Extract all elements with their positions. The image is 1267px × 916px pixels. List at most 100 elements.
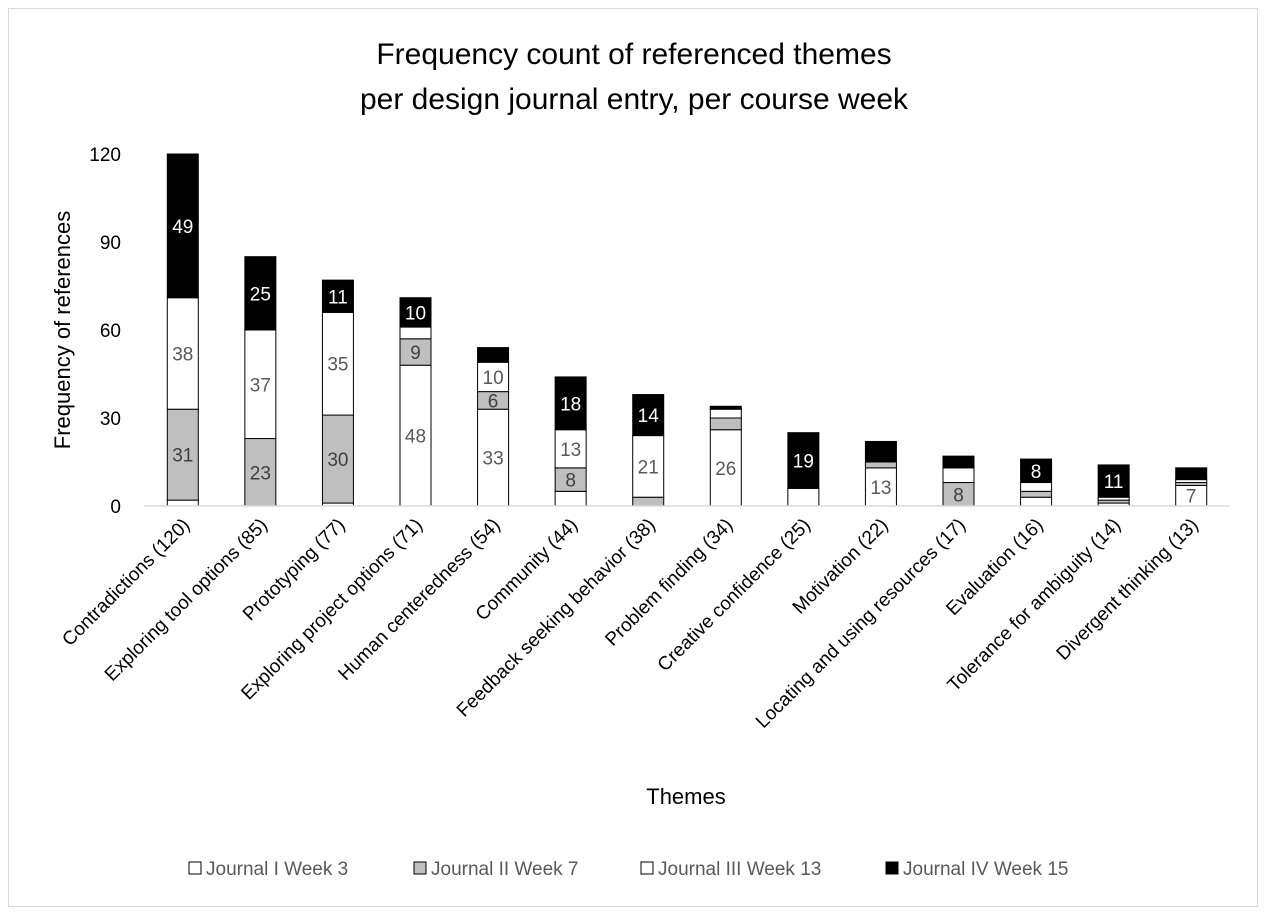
bar-stack: 19: [787, 432, 820, 507]
data-label: 49: [172, 217, 193, 238]
legend-label: Journal IV Week 15: [903, 859, 1068, 880]
data-label: 11: [328, 287, 348, 308]
y-tick-label: 30: [100, 409, 121, 430]
category-label: Contradictions (120): [58, 515, 194, 651]
bar-segment: [632, 496, 665, 507]
bar-stack: 30 35 11: [321, 279, 354, 507]
bar-segment: [709, 417, 742, 431]
legend-swatch: [413, 861, 427, 875]
data-label: 10: [483, 368, 504, 389]
data-label: 6: [488, 391, 499, 412]
y-axis-ticks: 0 30 60 90 120: [89, 145, 121, 518]
data-label: 13: [560, 440, 581, 461]
legend: Journal I Week 3 Journal II Week 7 Journal…: [188, 859, 1068, 880]
category-label: Human centeredness (54): [334, 515, 504, 685]
bar-segment: [1097, 464, 1130, 498]
bar-segment: [477, 361, 510, 393]
bar-stack: 23 37 25: [244, 256, 277, 507]
bar-segment: [554, 376, 587, 431]
bar-segment: [632, 394, 665, 437]
bar-segment: [864, 461, 897, 469]
bar-segment: [321, 311, 354, 416]
bar-stack: 33 610: [477, 347, 510, 507]
bar-segment: [166, 499, 199, 507]
data-label: 31: [172, 446, 193, 467]
data-label: 13: [870, 478, 891, 499]
bar-segment: [632, 435, 665, 498]
bar-segment: [709, 405, 742, 410]
category-label: Divergent thinking (13): [1053, 515, 1203, 665]
legend-swatch: [188, 861, 202, 875]
legend-item: Journal I Week 3: [188, 859, 348, 880]
y-tick-label: 0: [110, 497, 121, 518]
category-label: Exploring tool options (85): [101, 515, 272, 686]
bar-segment: [321, 414, 354, 504]
chart-title: Frequency count of referenced themes per…: [360, 38, 909, 116]
data-label: 37: [250, 375, 271, 396]
chart-title-line-1: Frequency count of referenced themes: [376, 38, 891, 71]
legend-item: Journal III Week 13: [640, 859, 821, 880]
data-label: 48: [405, 427, 426, 448]
data-label: 35: [327, 355, 348, 376]
data-label: 19: [793, 452, 814, 473]
data-label: 21: [638, 457, 659, 478]
bar-stack: 26: [709, 405, 742, 507]
bar-segment: [1175, 467, 1208, 481]
y-tick-label: 90: [100, 233, 121, 254]
y-tick-label: 120: [89, 145, 121, 166]
data-label: 23: [250, 463, 271, 484]
bar-segment: [321, 279, 354, 313]
category-label: Creative confidence (25): [654, 515, 815, 676]
bar-segment: [399, 338, 432, 366]
bar-segment: [1020, 458, 1053, 484]
legend-item: Journal IV Week 15: [885, 859, 1068, 880]
bar-segment: [787, 487, 820, 507]
bar-stack: 7: [1175, 467, 1208, 508]
data-label: 25: [250, 284, 271, 305]
bar-segment: [244, 256, 277, 331]
bar-segment: [709, 408, 742, 419]
bar-segment: [709, 429, 742, 507]
bar-segment: [244, 329, 277, 440]
legend-swatch: [640, 861, 654, 875]
bar-stack: 31 38 49: [166, 153, 199, 507]
y-axis-title: Frequency of references: [50, 211, 75, 449]
data-label: 9: [410, 343, 421, 364]
bar-segment: [1020, 482, 1053, 492]
bar-segment: [399, 326, 432, 340]
bar-segment: [399, 364, 432, 507]
data-label: 7: [1186, 487, 1197, 508]
data-label: 14: [638, 406, 660, 427]
bar-segment: [399, 297, 432, 328]
legend-label: Journal I Week 3: [206, 859, 348, 880]
bar-segment: [942, 467, 975, 484]
data-label: 33: [483, 449, 504, 470]
data-label: 8: [565, 471, 576, 492]
bar-segment: [942, 455, 975, 469]
bar-segment: [554, 429, 587, 469]
data-label: 30: [327, 450, 348, 471]
bar-stack: 8 13 18: [554, 376, 587, 507]
bar-segment: [477, 408, 510, 507]
bar-stack: 8: [1020, 458, 1053, 507]
y-tick-label: 60: [100, 321, 121, 342]
legend-label: Journal II Week 7: [431, 859, 579, 880]
data-label: 10: [405, 303, 426, 324]
category-labels: Contradictions (120)Exploring tool optio…: [58, 515, 1202, 733]
data-label: 11: [1104, 472, 1124, 493]
bar-stack: 48 9 10: [399, 297, 432, 507]
bar-segment: [477, 347, 510, 363]
legend-label: Journal III Week 13: [658, 859, 821, 880]
chart-title-line-2: per design journal entry, per course wee…: [360, 83, 909, 116]
data-label: 38: [172, 344, 193, 365]
legend-swatch: [885, 861, 899, 875]
data-label: 8: [1031, 462, 1042, 483]
bar-stack: 11: [1097, 464, 1130, 507]
legend-item: Journal II Week 7: [413, 859, 579, 880]
bar-segment: [787, 432, 820, 489]
bar-segment: [864, 440, 897, 463]
bar-segment: [554, 490, 587, 507]
bar-segment: [166, 153, 199, 299]
bar-segment: [166, 408, 199, 501]
